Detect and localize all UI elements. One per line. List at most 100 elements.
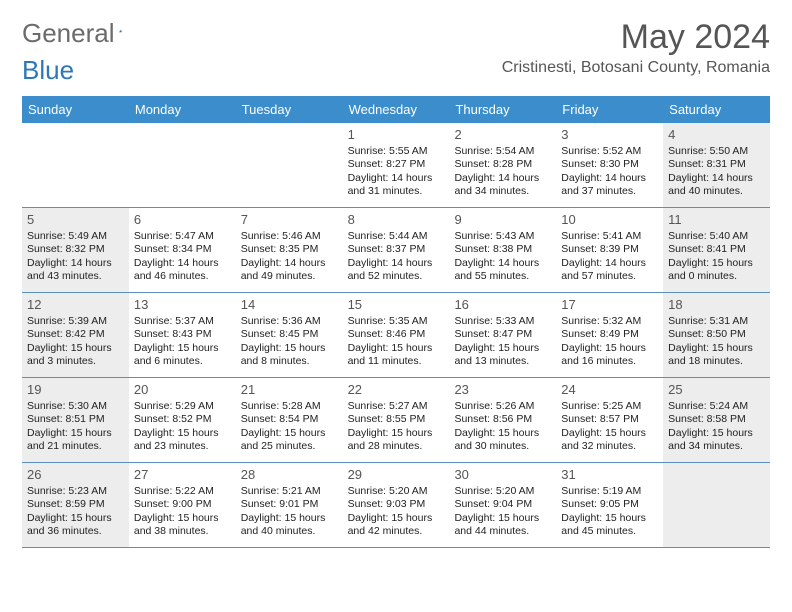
- daylight-text: Daylight: 14 hours and 49 minutes.: [241, 257, 338, 283]
- calendar-cell: 5 Sunrise: 5:49 AMSunset: 8:32 PMDaylight…: [22, 208, 129, 292]
- calendar-cell: 4Sunrise: 5:50 AMSunset: 8:31 PMDaylight…: [663, 123, 770, 207]
- sunrise-text: Sunrise: 5:31 AM: [668, 315, 765, 328]
- calendar-cell: 25Sunrise: 5:24 AMSunset: 8:58 PMDayligh…: [663, 378, 770, 462]
- sunset-text: Sunset: 8:42 PM: [27, 328, 124, 341]
- sunrise-text: Sunrise: 5:40 AM: [668, 230, 765, 243]
- sunset-text: Sunset: 8:55 PM: [348, 413, 445, 426]
- day-number: 15: [348, 297, 445, 313]
- day-number: 14: [241, 297, 338, 313]
- day-number: 30: [454, 467, 551, 483]
- daylight-text: Daylight: 14 hours and 46 minutes.: [134, 257, 231, 283]
- calendar-cell: 20Sunrise: 5:29 AMSunset: 8:52 PMDayligh…: [129, 378, 236, 462]
- calendar-cell: 2Sunrise: 5:54 AMSunset: 8:28 PMDaylight…: [449, 123, 556, 207]
- calendar-cell: 24Sunrise: 5:25 AMSunset: 8:57 PMDayligh…: [556, 378, 663, 462]
- daylight-text: Daylight: 15 hours and 18 minutes.: [668, 342, 765, 368]
- sunrise-text: Sunrise: 5:20 AM: [348, 485, 445, 498]
- day-number: 2: [454, 127, 551, 143]
- sunrise-text: Sunrise: 5:22 AM: [134, 485, 231, 498]
- daylight-text: Daylight: 15 hours and 40 minutes.: [241, 512, 338, 538]
- daylight-text: Daylight: 15 hours and 32 minutes.: [561, 427, 658, 453]
- sunset-text: Sunset: 8:58 PM: [668, 413, 765, 426]
- sunset-text: Sunset: 8:32 PM: [27, 243, 124, 256]
- sunset-text: Sunset: 8:54 PM: [241, 413, 338, 426]
- day-number: 29: [348, 467, 445, 483]
- sunset-text: Sunset: 8:30 PM: [561, 158, 658, 171]
- sunrise-text: Sunrise: 5:55 AM: [348, 145, 445, 158]
- sunrise-text: Sunrise: 5:39 AM: [27, 315, 124, 328]
- sunrise-text: Sunrise: 5:21 AM: [241, 485, 338, 498]
- day-header: Friday: [556, 96, 663, 123]
- day-number: 23: [454, 382, 551, 398]
- daylight-text: Daylight: 14 hours and 31 minutes.: [348, 172, 445, 198]
- calendar-cell: 16Sunrise: 5:33 AMSunset: 8:47 PMDayligh…: [449, 293, 556, 377]
- logo-sail-icon: [119, 21, 122, 41]
- calendar-cell: 21Sunrise: 5:28 AMSunset: 8:54 PMDayligh…: [236, 378, 343, 462]
- day-header: Saturday: [663, 96, 770, 123]
- day-header: Sunday: [22, 96, 129, 123]
- daylight-text: Daylight: 15 hours and 45 minutes.: [561, 512, 658, 538]
- day-number: 9: [454, 212, 551, 228]
- day-number: 5: [27, 212, 124, 228]
- sunrise-text: Sunrise: 5:49 AM: [27, 230, 124, 243]
- daylight-text: Daylight: 14 hours and 43 minutes.: [27, 257, 124, 283]
- sunset-text: Sunset: 8:37 PM: [348, 243, 445, 256]
- daylight-text: Daylight: 15 hours and 28 minutes.: [348, 427, 445, 453]
- day-number: 4: [668, 127, 765, 143]
- day-number: 27: [134, 467, 231, 483]
- day-number: 1: [348, 127, 445, 143]
- calendar-week: 1Sunrise: 5:55 AMSunset: 8:27 PMDaylight…: [22, 123, 770, 208]
- sunset-text: Sunset: 9:00 PM: [134, 498, 231, 511]
- day-header: Wednesday: [343, 96, 450, 123]
- calendar: SundayMondayTuesdayWednesdayThursdayFrid…: [22, 96, 770, 548]
- calendar-cell: 6Sunrise: 5:47 AMSunset: 8:34 PMDaylight…: [129, 208, 236, 292]
- sunrise-text: Sunrise: 5:27 AM: [348, 400, 445, 413]
- calendar-cell: 23Sunrise: 5:26 AMSunset: 8:56 PMDayligh…: [449, 378, 556, 462]
- day-number: 13: [134, 297, 231, 313]
- sunset-text: Sunset: 8:51 PM: [27, 413, 124, 426]
- sunrise-text: Sunrise: 5:35 AM: [348, 315, 445, 328]
- sunrise-text: Sunrise: 5:44 AM: [348, 230, 445, 243]
- daylight-text: Daylight: 15 hours and 6 minutes.: [134, 342, 231, 368]
- calendar-cell: 13Sunrise: 5:37 AMSunset: 8:43 PMDayligh…: [129, 293, 236, 377]
- sunset-text: Sunset: 8:52 PM: [134, 413, 231, 426]
- sunrise-text: Sunrise: 5:23 AM: [27, 485, 124, 498]
- calendar-cell: [129, 123, 236, 207]
- calendar-cell: 22Sunrise: 5:27 AMSunset: 8:55 PMDayligh…: [343, 378, 450, 462]
- daylight-text: Daylight: 14 hours and 57 minutes.: [561, 257, 658, 283]
- sunrise-text: Sunrise: 5:19 AM: [561, 485, 658, 498]
- calendar-cell: 30Sunrise: 5:20 AMSunset: 9:04 PMDayligh…: [449, 463, 556, 547]
- sunset-text: Sunset: 8:57 PM: [561, 413, 658, 426]
- daylight-text: Daylight: 15 hours and 36 minutes.: [27, 512, 124, 538]
- daylight-text: Daylight: 14 hours and 40 minutes.: [668, 172, 765, 198]
- day-number: 18: [668, 297, 765, 313]
- calendar-week: 26Sunrise: 5:23 AMSunset: 8:59 PMDayligh…: [22, 463, 770, 548]
- sunrise-text: Sunrise: 5:36 AM: [241, 315, 338, 328]
- sunrise-text: Sunrise: 5:47 AM: [134, 230, 231, 243]
- daylight-text: Daylight: 15 hours and 16 minutes.: [561, 342, 658, 368]
- calendar-body: 1Sunrise: 5:55 AMSunset: 8:27 PMDaylight…: [22, 123, 770, 548]
- sunset-text: Sunset: 8:47 PM: [454, 328, 551, 341]
- calendar-cell: 7Sunrise: 5:46 AMSunset: 8:35 PMDaylight…: [236, 208, 343, 292]
- calendar-cell: [236, 123, 343, 207]
- daylight-text: Daylight: 15 hours and 38 minutes.: [134, 512, 231, 538]
- sunrise-text: Sunrise: 5:25 AM: [561, 400, 658, 413]
- calendar-cell: 28Sunrise: 5:21 AMSunset: 9:01 PMDayligh…: [236, 463, 343, 547]
- calendar-cell: [22, 123, 129, 207]
- calendar-week: 19Sunrise: 5:30 AMSunset: 8:51 PMDayligh…: [22, 378, 770, 463]
- logo: General: [22, 18, 143, 49]
- sunset-text: Sunset: 8:46 PM: [348, 328, 445, 341]
- day-number: 7: [241, 212, 338, 228]
- sunrise-text: Sunrise: 5:43 AM: [454, 230, 551, 243]
- sunrise-text: Sunrise: 5:46 AM: [241, 230, 338, 243]
- day-header: Tuesday: [236, 96, 343, 123]
- calendar-cell: 12Sunrise: 5:39 AMSunset: 8:42 PMDayligh…: [22, 293, 129, 377]
- calendar-cell: 11Sunrise: 5:40 AMSunset: 8:41 PMDayligh…: [663, 208, 770, 292]
- calendar-week: 5Sunrise: 5:49 AMSunset: 8:32 PMDaylight…: [22, 208, 770, 293]
- daylight-text: Daylight: 15 hours and 11 minutes.: [348, 342, 445, 368]
- sunrise-text: Sunrise: 5:26 AM: [454, 400, 551, 413]
- sunrise-text: Sunrise: 5:33 AM: [454, 315, 551, 328]
- sunrise-text: Sunrise: 5:41 AM: [561, 230, 658, 243]
- sunrise-text: Sunrise: 5:52 AM: [561, 145, 658, 158]
- calendar-cell: 19Sunrise: 5:30 AMSunset: 8:51 PMDayligh…: [22, 378, 129, 462]
- location: Cristinesti, Botosani County, Romania: [502, 59, 770, 77]
